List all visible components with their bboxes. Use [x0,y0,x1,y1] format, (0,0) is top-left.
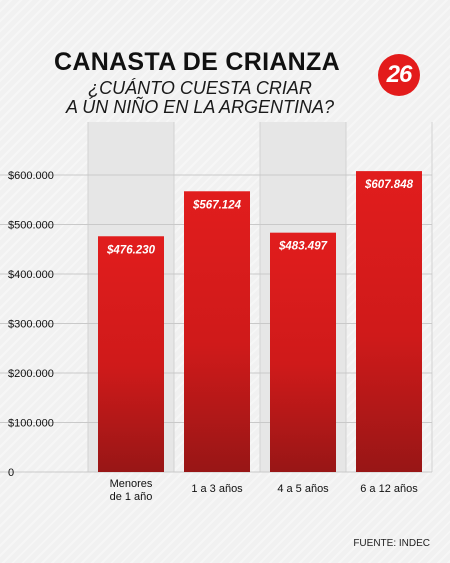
x-category-label: 6 a 12 años [360,483,418,495]
chart-title: CANASTA DE CRIANZA [54,48,340,76]
source-note: FUENTE: INDEC [353,538,430,549]
y-tick-label: $500.000 [8,220,54,232]
bar-value-label: $483.497 [278,241,328,253]
bar [98,236,164,472]
bar [184,191,250,472]
x-category-label: 1 a 3 años [191,483,243,495]
bar [356,171,422,472]
y-tick-label: $100.000 [8,418,54,430]
chart-subtitle-line-2: A ÚN NIÑO EN LA ARGENTINA? [65,97,335,117]
x-category-label: 4 a 5 años [277,483,329,495]
y-tick-label: $400.000 [8,269,54,281]
logo-text: 26 [386,61,413,88]
y-tick-label: $300.000 [8,319,54,331]
y-tick-label: $200.000 [8,368,54,380]
y-tick-label: 0 [8,467,14,479]
chart-subtitle-line-1: ¿CUÁNTO CUESTA CRIAR [88,78,312,98]
bar-value-label: $476.230 [106,244,156,256]
x-category-label: Menores [110,478,153,490]
bar-value-label: $607.848 [364,179,414,191]
x-category-label: de 1 año [110,491,153,503]
bar-value-label: $567.124 [192,199,242,211]
channel-26-logo: 26 [378,54,420,96]
y-tick-label: $600.000 [8,170,54,182]
bar [270,232,336,472]
